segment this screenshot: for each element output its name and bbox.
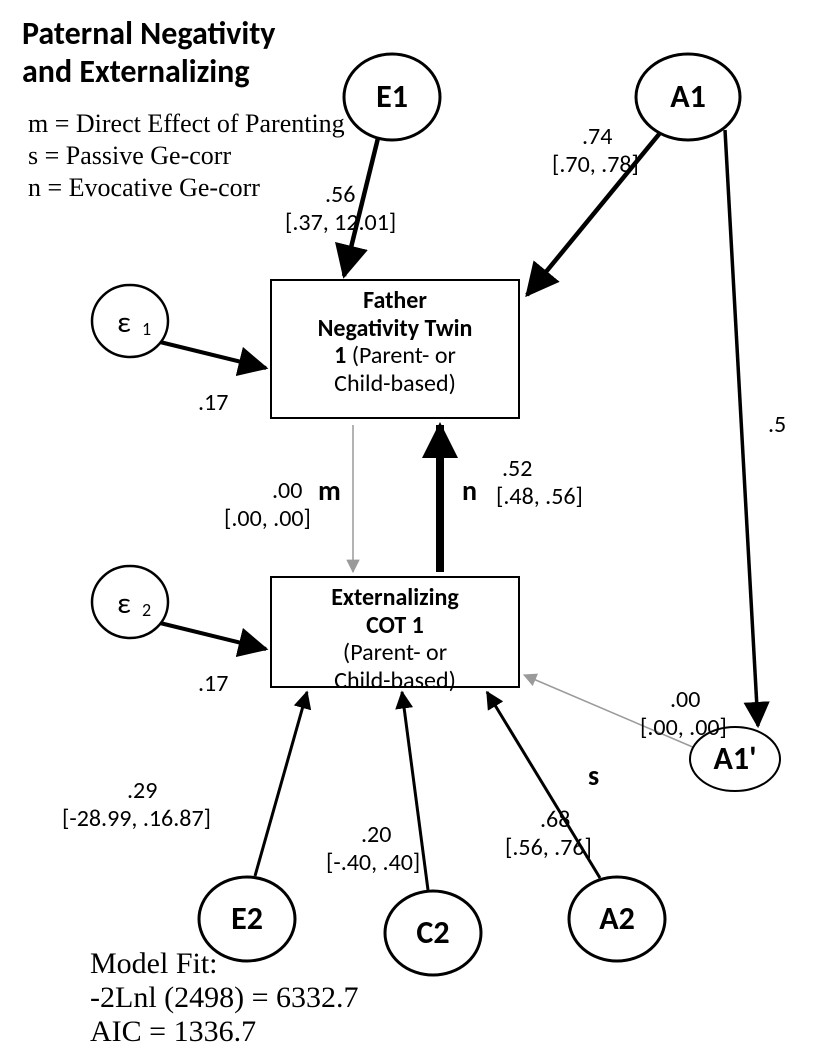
- node-label-E2: E2: [231, 899, 263, 938]
- param-C2-est: .20: [361, 820, 391, 849]
- legend-m: m = Direct Effect of Parenting: [28, 108, 345, 139]
- diagram-title-line2: and Externalizing: [22, 54, 249, 91]
- legend-n: n = Evocative Ge-corr: [28, 172, 260, 203]
- param-m-est: .00: [272, 476, 302, 505]
- edge-A1-A1p: [725, 130, 758, 726]
- param-m-sym: m: [318, 473, 341, 508]
- param-m-ci: [.00, .00]: [224, 504, 311, 533]
- node-label-sub-eps1: 1: [142, 318, 151, 340]
- node-label-A1p: A1': [713, 739, 756, 778]
- param-E1-ci: [.37, 12.01]: [285, 208, 396, 237]
- param-n-sym: n: [462, 473, 477, 508]
- param-n-est: .52: [502, 454, 532, 483]
- node-label-A2: A2: [599, 899, 635, 938]
- param-C2-ci: [-.40, .40]: [326, 848, 420, 877]
- node-label-C2: C2: [416, 913, 449, 952]
- param-A2-est: .68: [540, 805, 570, 834]
- node-label-eps2: ε: [117, 585, 131, 622]
- param-A2-ci: [.56, .76]: [505, 833, 592, 862]
- diagram-title-line1: Paternal Negativity: [22, 16, 275, 53]
- node-label-eps1: ε: [117, 304, 131, 341]
- param-eps2-est: .17: [198, 669, 228, 698]
- father-negativity-box: FatherNegativity Twin1 (Parent- orChild-…: [270, 279, 520, 419]
- param-n-ci: [.48, .56]: [496, 482, 583, 511]
- node-label-A1: A1: [670, 77, 706, 116]
- externalizing-box: ExternalizingCOT 1(Parent- orChild-based…: [270, 576, 520, 688]
- edge-eps2-ext: [160, 623, 266, 649]
- param-s-sym: s: [588, 758, 599, 793]
- model-fit-line3: AIC = 1336.7: [90, 1014, 256, 1050]
- param-A1-ci: [.70, .78]: [552, 150, 639, 179]
- param-s-ci: [.00, .00]: [640, 713, 727, 742]
- param-E2-est: .29: [127, 776, 157, 805]
- param-E2-ci: [-28.99, .16.87]: [62, 804, 211, 833]
- model-fit-line1: Model Fit:: [90, 946, 218, 982]
- legend-s: s = Passive Ge-corr: [28, 140, 231, 171]
- param-A1-est: .74: [582, 122, 612, 151]
- node-label-E1: E1: [376, 77, 408, 116]
- node-label-sub-eps2: 2: [142, 599, 151, 621]
- param-s-est: .00: [670, 685, 700, 714]
- model-fit-line2: -2Lnl (2498) = 6332.7: [90, 980, 359, 1016]
- param-E1-est: .56: [325, 180, 355, 209]
- edge-eps1-father: [160, 342, 266, 368]
- param-eps1-est: .17: [198, 388, 228, 417]
- param-A1A1p-est: .5: [768, 410, 786, 439]
- edge-E2-ext: [255, 692, 307, 876]
